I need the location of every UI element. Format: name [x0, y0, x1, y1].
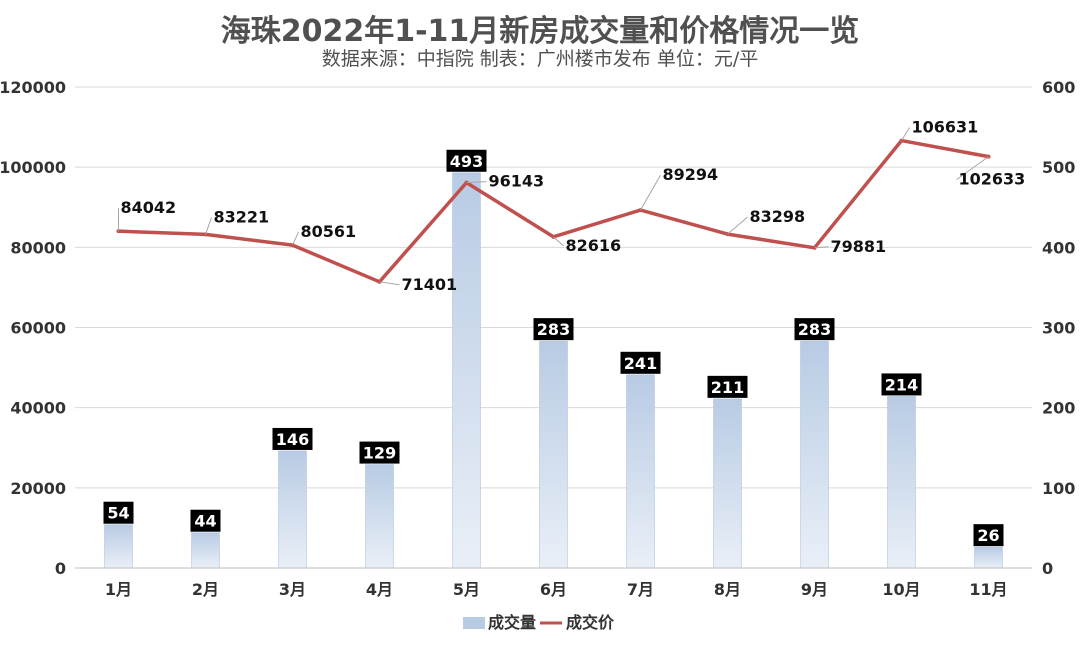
x-axis-tick: 9月: [801, 580, 828, 599]
price-label-leader: [814, 246, 829, 249]
price-value-label: 71401: [402, 275, 458, 294]
price-value-label: 84042: [121, 198, 177, 217]
price-value-label: 83221: [214, 207, 270, 226]
bar-value-label: 146: [276, 430, 309, 449]
right-axis-tick: 500: [1042, 158, 1075, 177]
bar: [278, 450, 307, 569]
x-axis-tick: 5月: [453, 580, 480, 599]
bar-value-label: 283: [537, 320, 570, 339]
bar: [539, 340, 568, 569]
bar-value-label: 214: [885, 375, 918, 394]
price-label-leader: [640, 174, 661, 211]
bar-label-box: [103, 501, 134, 524]
left-axis-tick: 0: [55, 559, 66, 578]
right-axis-tick: 100: [1042, 479, 1075, 498]
bar-value-label: 26: [977, 526, 999, 545]
bar-label-box: [794, 318, 835, 341]
price-label-leader: [553, 236, 564, 247]
right-axis-tick: 400: [1042, 238, 1075, 257]
bar: [104, 524, 133, 569]
bar-series: [104, 172, 1003, 569]
bar-value-label: 44: [194, 512, 216, 531]
bar-label-box: [190, 509, 221, 532]
bar: [191, 532, 220, 569]
bar: [887, 396, 916, 569]
legend-swatch-bar: [463, 617, 485, 629]
bar-label-box: [881, 373, 922, 396]
price-value-label: 80561: [301, 222, 357, 241]
legend-label-bar: 成交量: [488, 613, 536, 632]
left-axis-tick: 40000: [10, 399, 66, 418]
bar-value-label: 129: [363, 444, 396, 463]
x-axis-tick: 2月: [192, 580, 219, 599]
price-value-label: 89294: [663, 165, 719, 184]
bar: [713, 398, 742, 569]
x-axis-tick: 11月: [969, 580, 1007, 599]
chart-subtitle: 数据来源：中指院 制表：广州楼市发布 单位：元/平: [321, 48, 759, 70]
bar: [626, 374, 655, 569]
bar: [800, 340, 829, 569]
bar-value-label: 283: [798, 320, 831, 339]
right-axis-tick: 0: [1042, 559, 1053, 578]
bar-value-label: 241: [624, 354, 657, 373]
x-axis-tick: 4月: [366, 580, 393, 599]
left-axis-tick: 120000: [0, 78, 66, 97]
right-axis-tick: 300: [1042, 319, 1075, 338]
bar-label-box: [620, 351, 661, 374]
bar: [452, 172, 481, 569]
price-label-leader: [466, 181, 487, 184]
bar: [974, 546, 1003, 569]
price-label-leader: [205, 217, 212, 235]
bar-label-box: [272, 427, 313, 450]
left-axis-tick: 100000: [0, 158, 66, 177]
x-axis-tick: 6月: [540, 580, 567, 599]
chart-title: 海珠2022年1-11月新房成交量和价格情况一览: [220, 14, 860, 49]
price-value-label: 106631: [912, 118, 979, 137]
bar-label-box: [533, 318, 574, 341]
price-label-leader: [292, 231, 299, 246]
x-axis-tick: 1月: [105, 580, 132, 599]
right-axis-tick: 600: [1042, 78, 1075, 97]
price-value-label: 83298: [750, 207, 806, 226]
bar-label-box: [973, 524, 1004, 547]
price-label-leader: [956, 156, 989, 181]
price-value-label: 82616: [566, 236, 622, 255]
bar-value-label: 54: [107, 504, 129, 523]
price-value-label: 102633: [959, 170, 1026, 189]
x-axis-tick: 7月: [627, 580, 654, 599]
price-label-leader: [901, 127, 910, 141]
left-axis-tick: 80000: [10, 238, 66, 257]
right-axis-tick: 200: [1042, 399, 1075, 418]
bar: [365, 464, 394, 569]
price-value-label: 79881: [831, 237, 887, 256]
left-axis-tick: 20000: [10, 479, 66, 498]
bar-label-box: [359, 441, 400, 464]
data-labels: 54 44 146 129 493 283 241 211 283 214 26 84042 83221…: [103, 118, 1026, 547]
price-label-leader: [379, 281, 400, 286]
left-axis-tick: 60000: [10, 319, 66, 338]
legend: 成交量 成交价: [463, 613, 615, 632]
legend-label-line: 成交价: [566, 613, 615, 632]
bar-value-label: 211: [711, 378, 744, 397]
x-axis-tick: 10月: [882, 580, 920, 599]
bar-value-label: 493: [450, 152, 483, 171]
bar-label-box: [707, 375, 748, 398]
axes: 0 20000 40000 60000 80000 100000 120000 0 100 200…: [0, 78, 1075, 599]
x-axis-tick: 3月: [279, 580, 306, 599]
x-axis-tick: 8月: [714, 580, 741, 599]
price-label-leader: [727, 216, 748, 235]
price-value-label: 96143: [489, 172, 545, 191]
bar-label-box: [446, 149, 487, 172]
